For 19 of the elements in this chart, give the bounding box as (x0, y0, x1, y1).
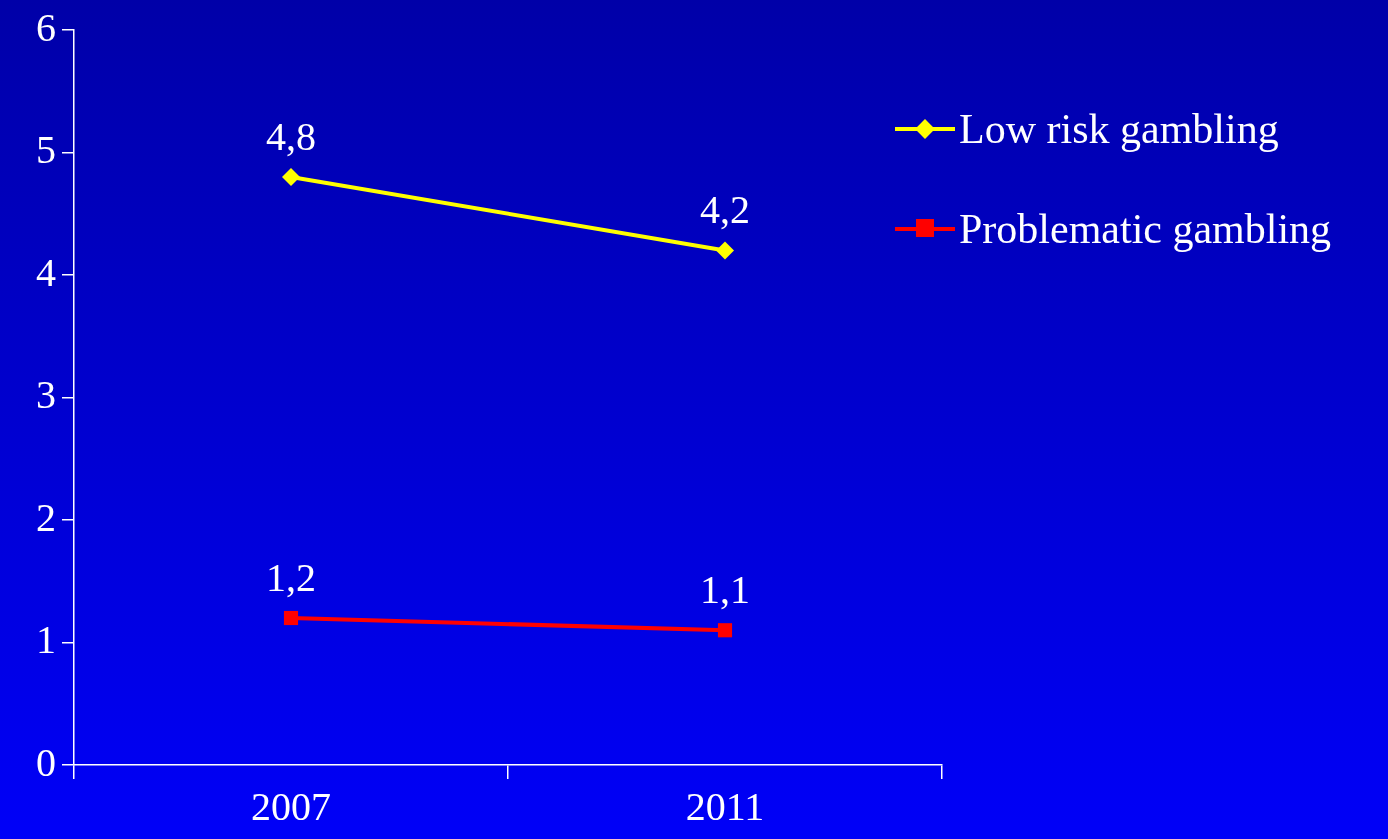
data-label: 4,8 (266, 113, 316, 159)
y-tick-label: 5 (36, 127, 56, 172)
x-tick-label: 2011 (685, 783, 765, 829)
data-label: 1,1 (700, 566, 750, 612)
y-tick-label: 3 (36, 372, 56, 417)
point (717, 623, 733, 638)
data-label: 1,2 (266, 554, 316, 600)
legend-label: Low risk gambling (959, 106, 1279, 152)
y-tick-label: 0 (36, 739, 56, 785)
y-tick-label: 4 (36, 249, 56, 295)
y-tick-label: 2 (36, 494, 56, 540)
data-label: 4,2 (700, 187, 750, 232)
point (283, 610, 299, 626)
y-tick-label: 1 (36, 617, 56, 662)
y-tick-label: 6 (36, 4, 56, 50)
point (716, 241, 734, 260)
x-tick-label: 2007 (251, 783, 331, 829)
point (282, 168, 300, 186)
legend-label: Problematic gambling (959, 206, 1332, 252)
